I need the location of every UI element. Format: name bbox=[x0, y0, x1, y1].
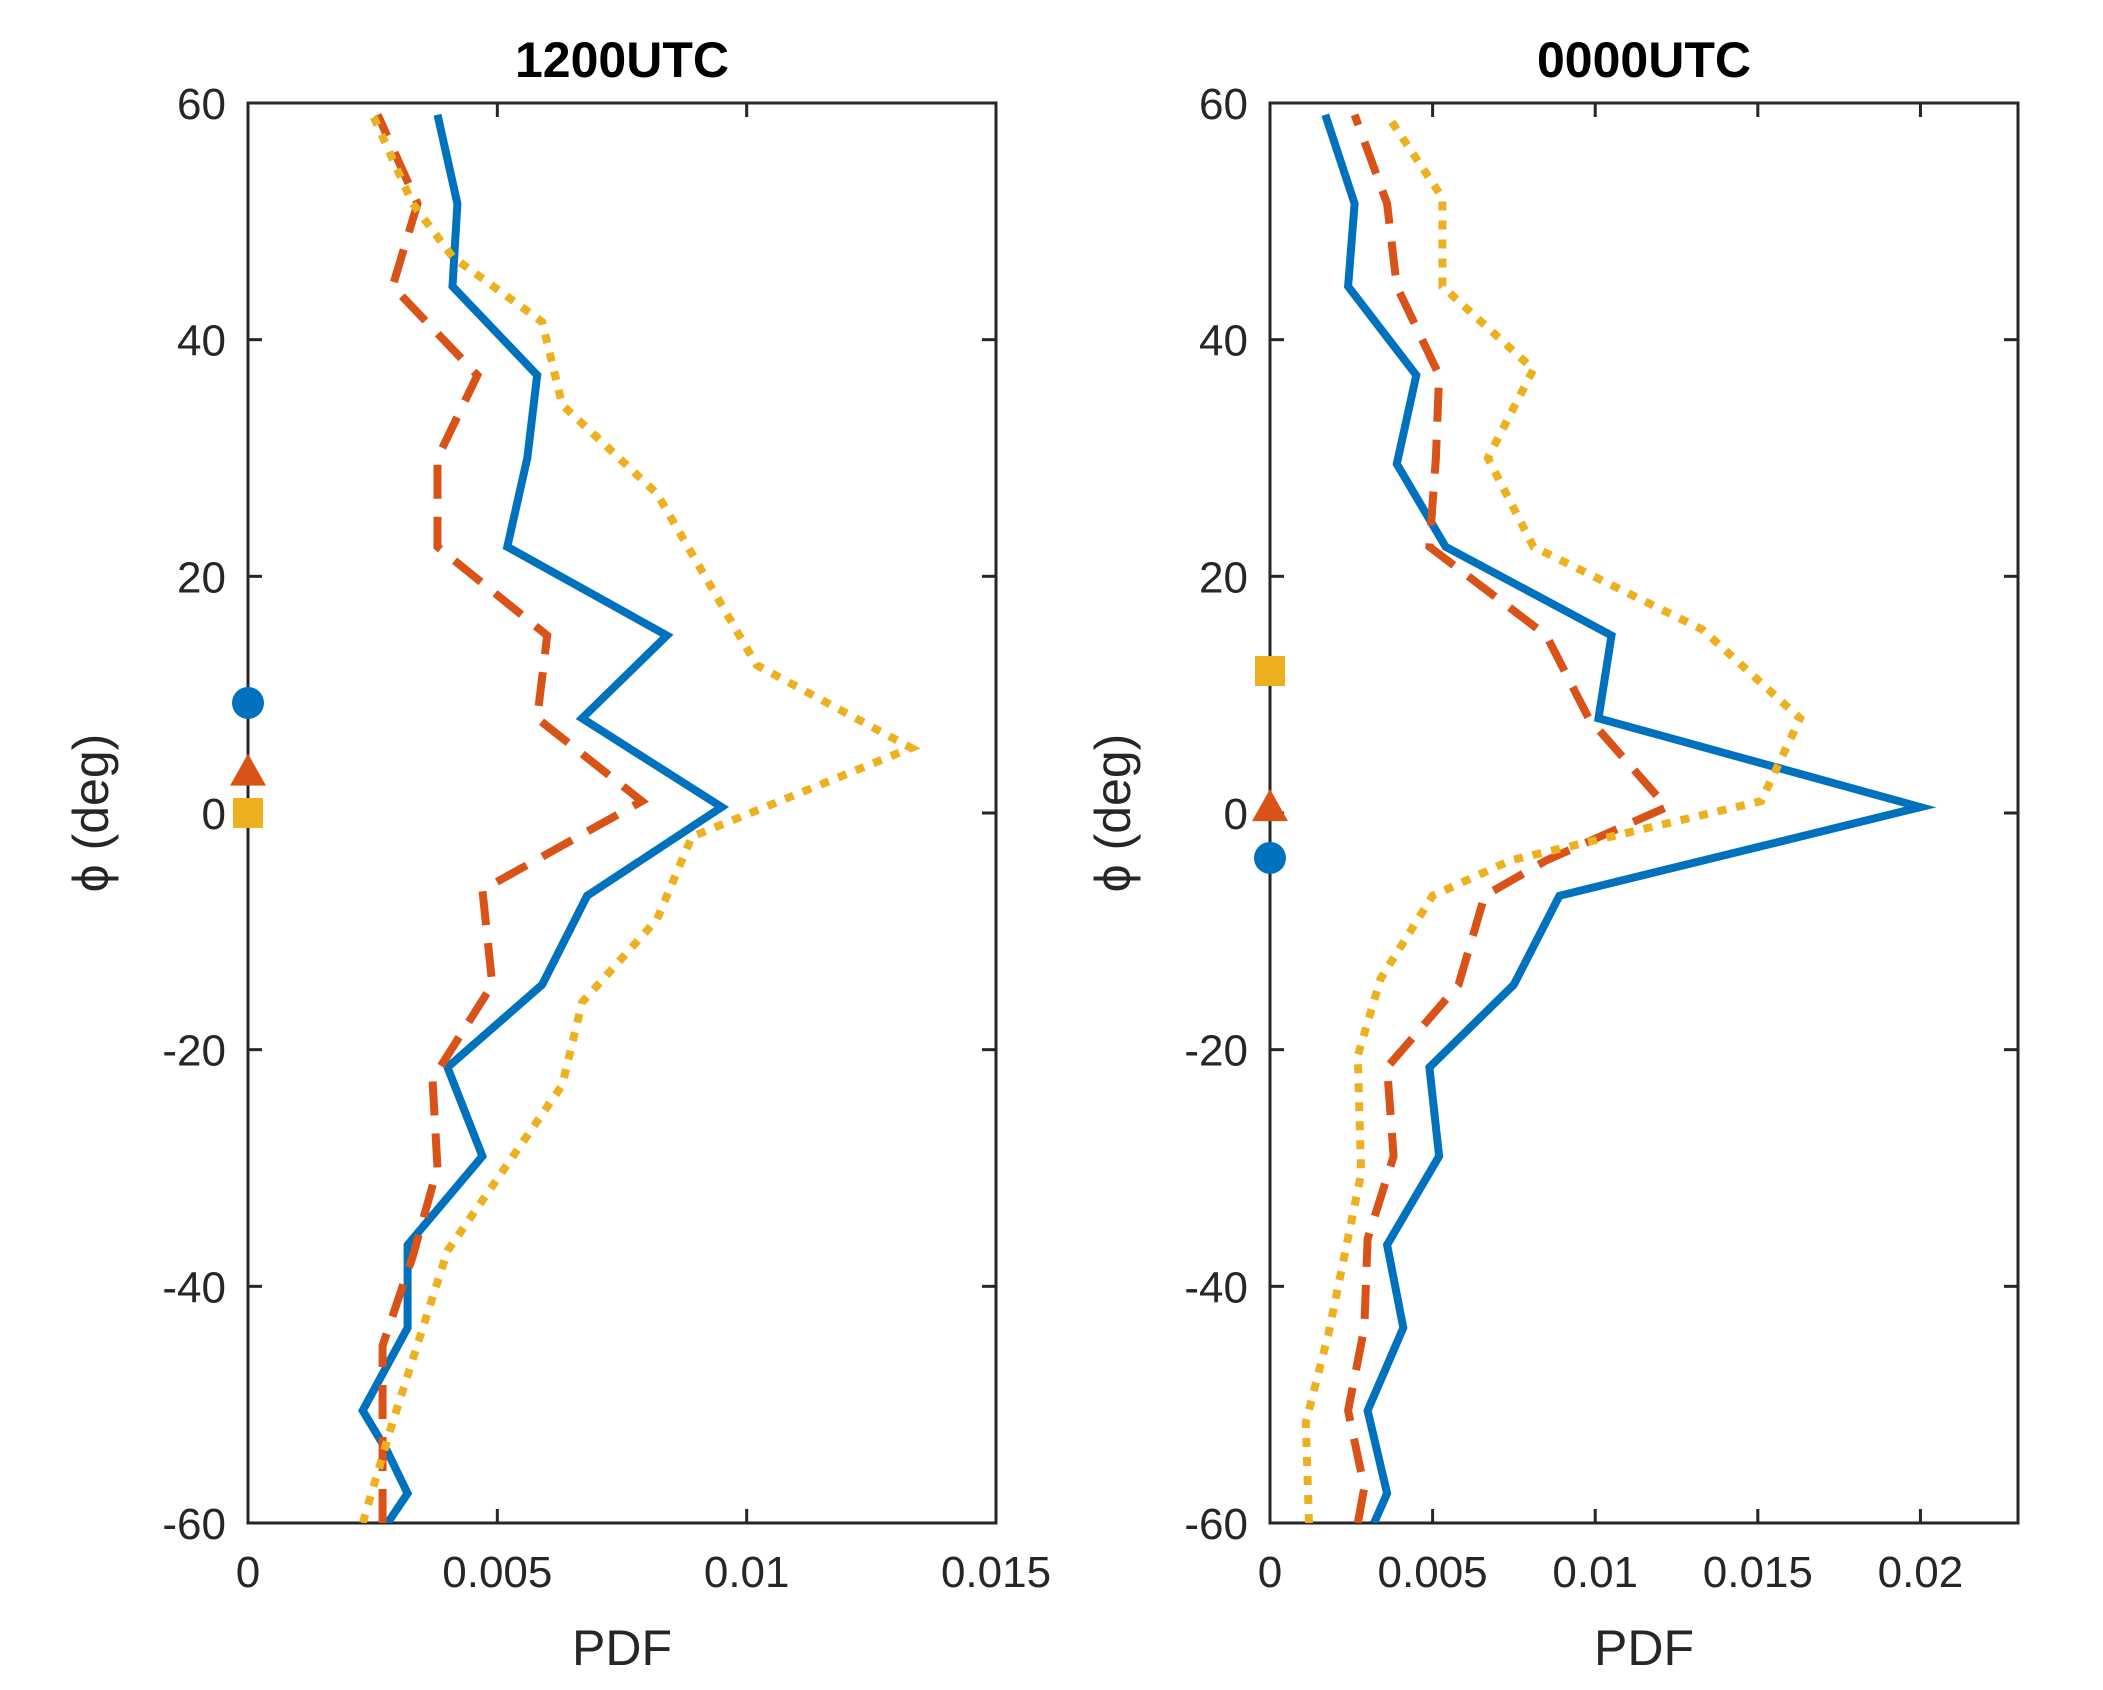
y-tick-label: 20 bbox=[1199, 553, 1248, 602]
x-tick-label: 0.005 bbox=[442, 1548, 552, 1597]
series-line-1 bbox=[1321, 113, 1937, 1523]
x-tick-label: 0.02 bbox=[1878, 1548, 1964, 1597]
series-line-2 bbox=[1344, 113, 1674, 1523]
x-axis-label: PDF bbox=[572, 1620, 672, 1676]
x-tick-label: 0.01 bbox=[1552, 1548, 1638, 1597]
series-line-3 bbox=[358, 113, 921, 1523]
x-tick-label: 0.015 bbox=[1703, 1548, 1813, 1597]
y-tick-label: -20 bbox=[1184, 1027, 1248, 1076]
y-tick-label: -40 bbox=[162, 1263, 226, 1312]
series-line-2 bbox=[374, 113, 650, 1523]
x-tick-label: 0.005 bbox=[1378, 1548, 1488, 1597]
chart-panel-1: 0 0.005 0.01 0.015 -60 -40 -20 0 20 40 60 1200UTC PD… bbox=[63, 32, 1051, 1676]
y-tick-label: -60 bbox=[162, 1500, 226, 1549]
x-tick-label: 0 bbox=[1258, 1548, 1282, 1597]
y-tick-label: -40 bbox=[1184, 1263, 1248, 1312]
chart-panel-2: 0 0.005 0.01 0.015 0.02 -60 -40 -20 0 20 40 60 0000U… bbox=[1085, 32, 2020, 1676]
y-tick-label: 60 bbox=[177, 80, 226, 129]
y-axis-label: ϕ (deg) bbox=[63, 734, 119, 893]
y-tick-label: 40 bbox=[1199, 317, 1248, 366]
y-tick-label: 0 bbox=[1224, 790, 1248, 839]
chart-title: 1200UTC bbox=[515, 32, 729, 88]
y-tick-label: -20 bbox=[162, 1027, 226, 1076]
y-tick-label: -60 bbox=[1184, 1500, 1248, 1549]
y-tick-label: 40 bbox=[177, 317, 226, 366]
series-line-1 bbox=[358, 113, 730, 1523]
series-line-3 bbox=[1301, 112, 1805, 1523]
y-tick-label: 60 bbox=[1199, 80, 1248, 129]
y-tick-label: 20 bbox=[177, 553, 226, 602]
chart-title: 0000UTC bbox=[1537, 32, 1751, 88]
y-tick-label: 0 bbox=[202, 790, 226, 839]
marker-triangle bbox=[1252, 789, 1288, 822]
x-tick-label: 0.015 bbox=[941, 1548, 1051, 1597]
marker-circle bbox=[1254, 841, 1286, 874]
marker-square bbox=[233, 798, 263, 828]
x-tick-label: 0.01 bbox=[704, 1548, 790, 1597]
marker-triangle bbox=[230, 753, 266, 786]
marker-circle bbox=[232, 686, 264, 719]
marker-square bbox=[1255, 656, 1285, 686]
y-axis-label: ϕ (deg) bbox=[1085, 734, 1141, 893]
x-axis-label: PDF bbox=[1594, 1620, 1694, 1676]
x-tick-label: 0 bbox=[236, 1548, 260, 1597]
